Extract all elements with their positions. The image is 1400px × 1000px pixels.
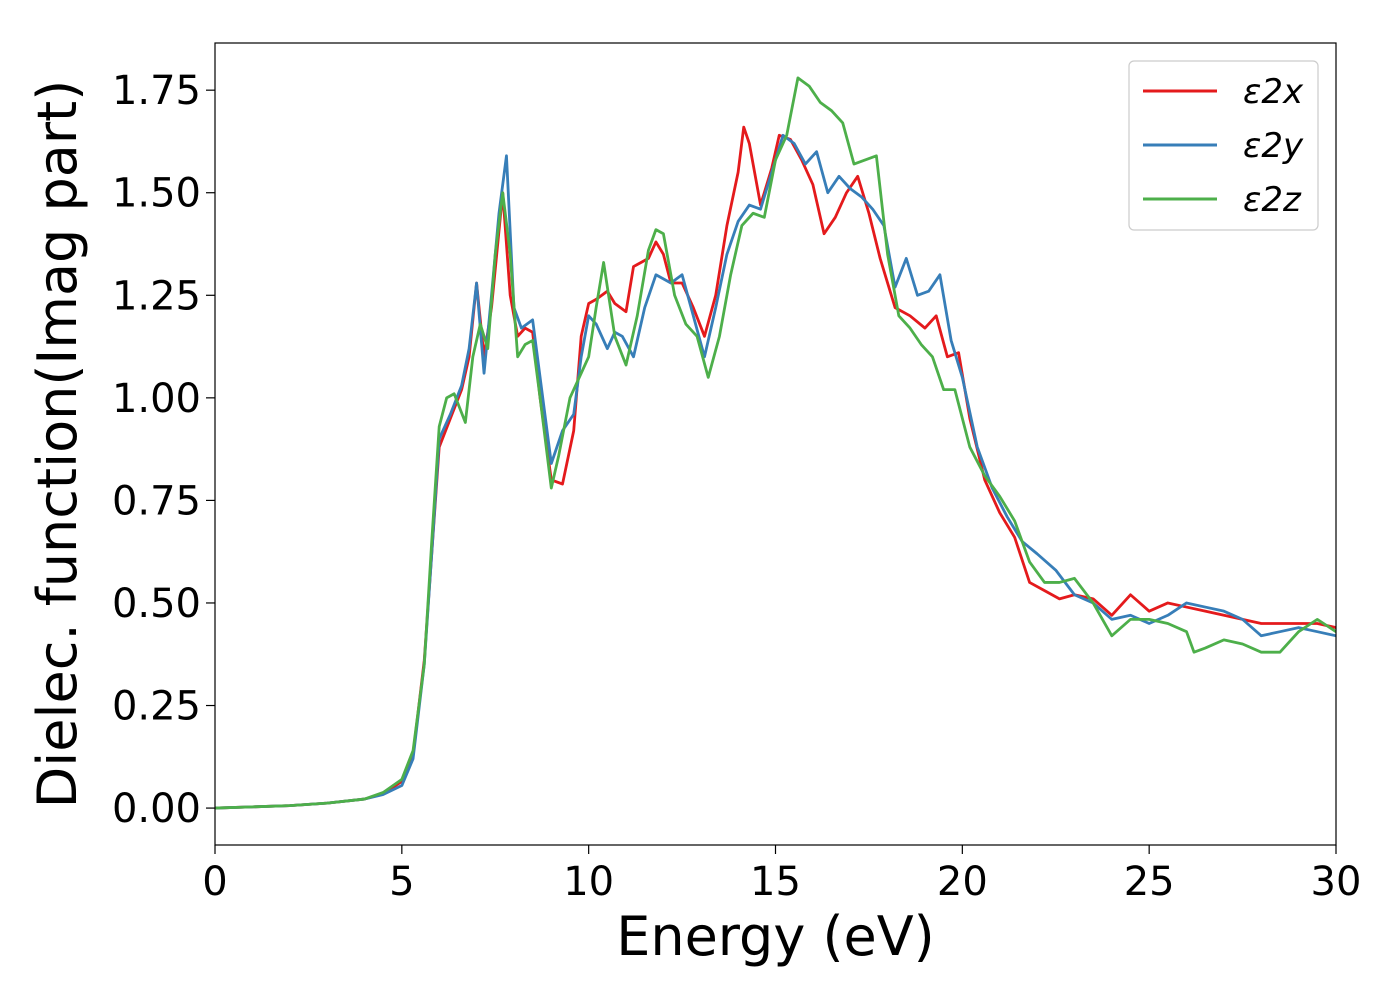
legend-entry: ε2y [1243,126,1304,166]
x-axis-ticks: 0 5 10 15 20 25 30 [202,845,1361,905]
series-line-1 [215,133,1336,810]
legend-entry: ε2z [1243,180,1302,220]
y-axis-ticks: 0.00 0.25 0.50 0.75 1.00 1.25 1.50 1.75 [112,68,215,832]
y-tick-label: 1.50 [112,171,201,217]
x-tick-label: 15 [750,859,801,905]
x-tick-label: 30 [1311,859,1362,905]
y-tick-label: 1.00 [112,376,201,422]
legend-box [1128,60,1319,231]
x-axis-label: Energy (eV) [616,905,935,968]
y-tick-label: 0.00 [112,786,201,832]
x-tick-label: 20 [937,859,988,905]
series-line-2 [215,76,1336,810]
legend: ε2x ε2y ε2z [1128,60,1319,231]
y-tick-label: 0.25 [112,684,201,730]
x-tick-label: 25 [1124,859,1175,905]
y-tick-label: 0.50 [112,581,201,627]
x-tick-label: 0 [202,859,227,905]
legend-entry: ε2x [1243,72,1304,112]
x-tick-label: 5 [389,859,414,905]
y-tick-label: 0.75 [112,478,201,524]
y-tick-label: 1.75 [112,68,201,114]
y-tick-label: 1.25 [112,273,201,319]
y-axis-label: Dielec. function(Imag part) [26,80,89,809]
x-tick-label: 10 [563,859,614,905]
